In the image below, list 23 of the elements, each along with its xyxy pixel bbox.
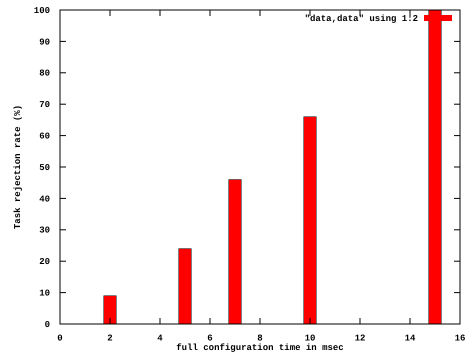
x-tick-label: 6 xyxy=(207,333,213,344)
y-tick-label: 80 xyxy=(39,68,50,79)
y-tick-label: 40 xyxy=(39,194,50,204)
x-axis-title: full configuration time in msec xyxy=(176,343,344,353)
y-tick-label: 100 xyxy=(34,6,50,16)
y-tick-label: 50 xyxy=(39,162,50,173)
x-tick-label: 4 xyxy=(157,333,164,344)
x-tick-label: 14 xyxy=(404,333,416,344)
x-tick-label: 8 xyxy=(257,333,263,344)
y-tick-label: 70 xyxy=(39,100,50,110)
y-tick-label: 10 xyxy=(39,288,50,298)
x-tick-label: 0 xyxy=(57,333,63,344)
y-tick-label: 20 xyxy=(39,257,50,268)
y-tick-label: 30 xyxy=(39,226,50,236)
legend-label: "data,data" using 1:2 xyxy=(304,14,418,24)
y-tick-label: 0 xyxy=(44,320,50,330)
x-tick-label: 10 xyxy=(304,333,316,344)
y-tick-label: 90 xyxy=(39,37,50,48)
x-tick-label: 12 xyxy=(354,333,366,344)
y-axis-title: Task rejection rate (%) xyxy=(13,104,23,230)
y-tick-label: 60 xyxy=(39,131,50,142)
x-tick-label: 2 xyxy=(107,333,113,344)
x-tick-label: 16 xyxy=(454,333,466,344)
